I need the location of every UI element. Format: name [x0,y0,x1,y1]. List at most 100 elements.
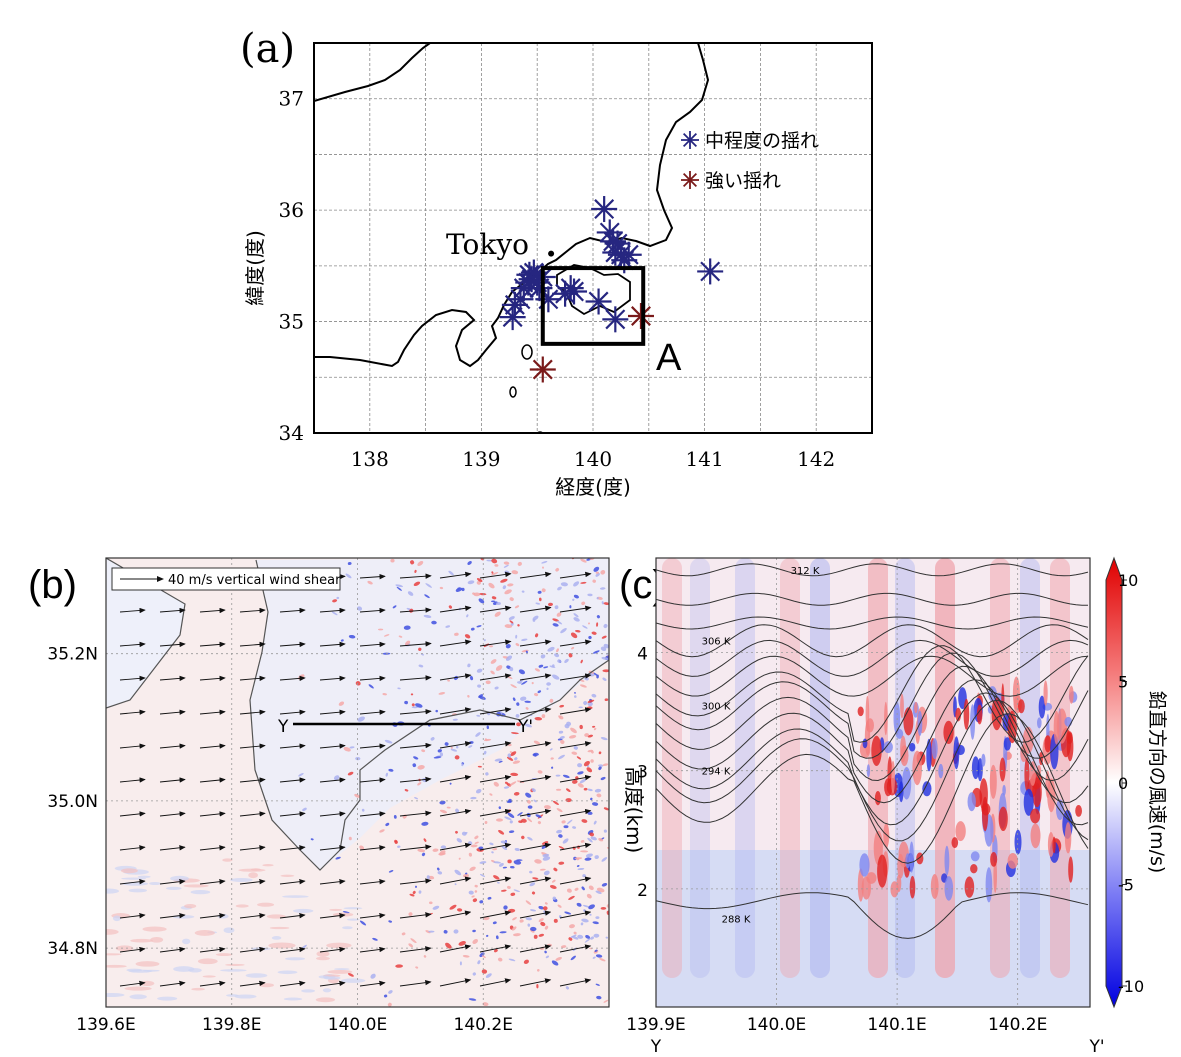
wind-shear-arrow [359,743,386,749]
wind-shear-arrow [439,876,472,885]
wind-shear-arrow [439,808,472,817]
wind-shear-arrow [359,675,386,682]
wind-shear-arrow [519,639,552,647]
wind-shear-arrow [239,811,266,817]
wind-shear-arrow [119,777,146,783]
wind-shear-arrow [479,774,512,783]
wind-shear-arrow [559,639,592,647]
colorbar-tick-label: 10 [1118,571,1138,590]
wind-shear-arrow [399,844,432,851]
wind-shear-arrow [119,675,146,682]
region-a-box [540,266,646,346]
updraft-cell [1052,836,1056,854]
panel-a-ytick-label: 37 [279,87,304,111]
updraft-cell [859,853,870,877]
wind-shear-arrow [279,607,306,614]
updraft-cell [909,875,916,899]
updraft-cell [955,821,966,842]
updraft-cell [857,706,864,717]
wind-shear-arrow [519,842,552,851]
wind-shear-arrow [159,675,186,682]
panel-b-legend-text: 40 m/s vertical wind shear [168,573,341,588]
panel-a-ticks: 138 139 140 141 142 34 35 36 37 [279,87,836,471]
wind-shear-arrow [279,811,306,817]
wind-shear-arrow [439,910,472,919]
wind-shear-arrow [119,980,146,987]
updraft-cell [895,728,904,739]
panel-c-section-start: Y [650,1037,662,1057]
updraft-cell [897,853,904,879]
updraft-cell [963,698,970,730]
wind-shear-arrow [439,842,472,851]
updraft-cell [900,735,907,763]
isentrope-line [656,892,1089,939]
wind-shear-arrow [559,876,592,885]
wind-shear-arrow [559,842,592,851]
panel-a-frame [313,42,873,434]
wind-shear-arrow [279,675,306,682]
wind-shear-arrow [159,845,186,851]
wind-shear-arrow [159,811,186,817]
isentrope-line [656,616,1089,630]
wind-shear-arrow [519,774,552,783]
updraft-cell [989,764,997,799]
updraft-cell [866,718,874,733]
wind-shear-arrow [159,777,186,783]
updraft-cell [1075,805,1082,817]
updraft-cell [1038,695,1046,719]
updraft-cell [909,742,916,752]
wind-shear-arrow [399,641,432,647]
panel-c-ylabel: 高度(km) [622,767,646,854]
colorbar-tick-label: 0 [1118,774,1128,793]
wind-shear-arrow [519,876,552,885]
strong-shaking-marker [627,303,654,329]
moderate-shaking-marker [591,196,618,223]
wind-shear-arrow [199,845,226,851]
updraft-cell [970,851,980,862]
wind-shear-arrow [239,743,266,749]
updraft-cell [890,881,899,898]
wind-shear-arrow [119,946,146,953]
wind-shear-arrow [159,946,186,953]
updraft-cell [976,704,983,725]
panel-b-ytick-label: 35.2N [47,645,98,665]
wind-shear-arrow [439,605,472,613]
wind-shear-arrow [359,845,386,851]
wind-shear-arrow [319,946,346,953]
panel-c-grid [656,558,1090,1007]
wind-shear-arrow [319,709,346,715]
wind-shear-arrow [399,776,432,783]
wind-shear-arrow [479,639,512,647]
wind-shear-arrow [359,607,386,614]
updraft-cell [981,803,991,816]
panel-b-ytick-label: 35.0N [47,792,98,812]
wind-shear-arrow [279,946,306,953]
wind-shear-arrow [119,845,146,851]
wind-shear-arrow [359,777,386,783]
updraft-cell [1014,829,1022,855]
wind-shear-arrow [199,709,226,715]
panel-a-ylabel: 緯度(度) [243,230,267,306]
wind-shear-arrow [399,573,432,579]
wind-shear-arrow [399,946,432,953]
updraft-cell [1030,808,1041,824]
isentrope-line [656,563,1089,577]
wind-shear-arrow [399,878,432,885]
wind-shear-arrow [519,978,552,987]
wind-shear-arrow [519,707,552,715]
wind-shear-arrow [279,879,306,885]
wind-shear-arrow [159,980,186,987]
updraft-cell [998,806,1008,831]
updraft-cell [930,874,939,899]
wind-shear-arrow [199,743,226,749]
isentrope-line [656,624,1089,658]
vertical-velocity-band [780,558,800,978]
updraft-cell [990,852,998,867]
isentrope-line [656,655,1089,697]
updraft-cell [866,764,871,778]
isentrope-label: 306 K [702,637,731,648]
updraft-cell [884,701,888,736]
updraft-cell [903,707,914,736]
wind-shear-arrow [399,912,432,919]
